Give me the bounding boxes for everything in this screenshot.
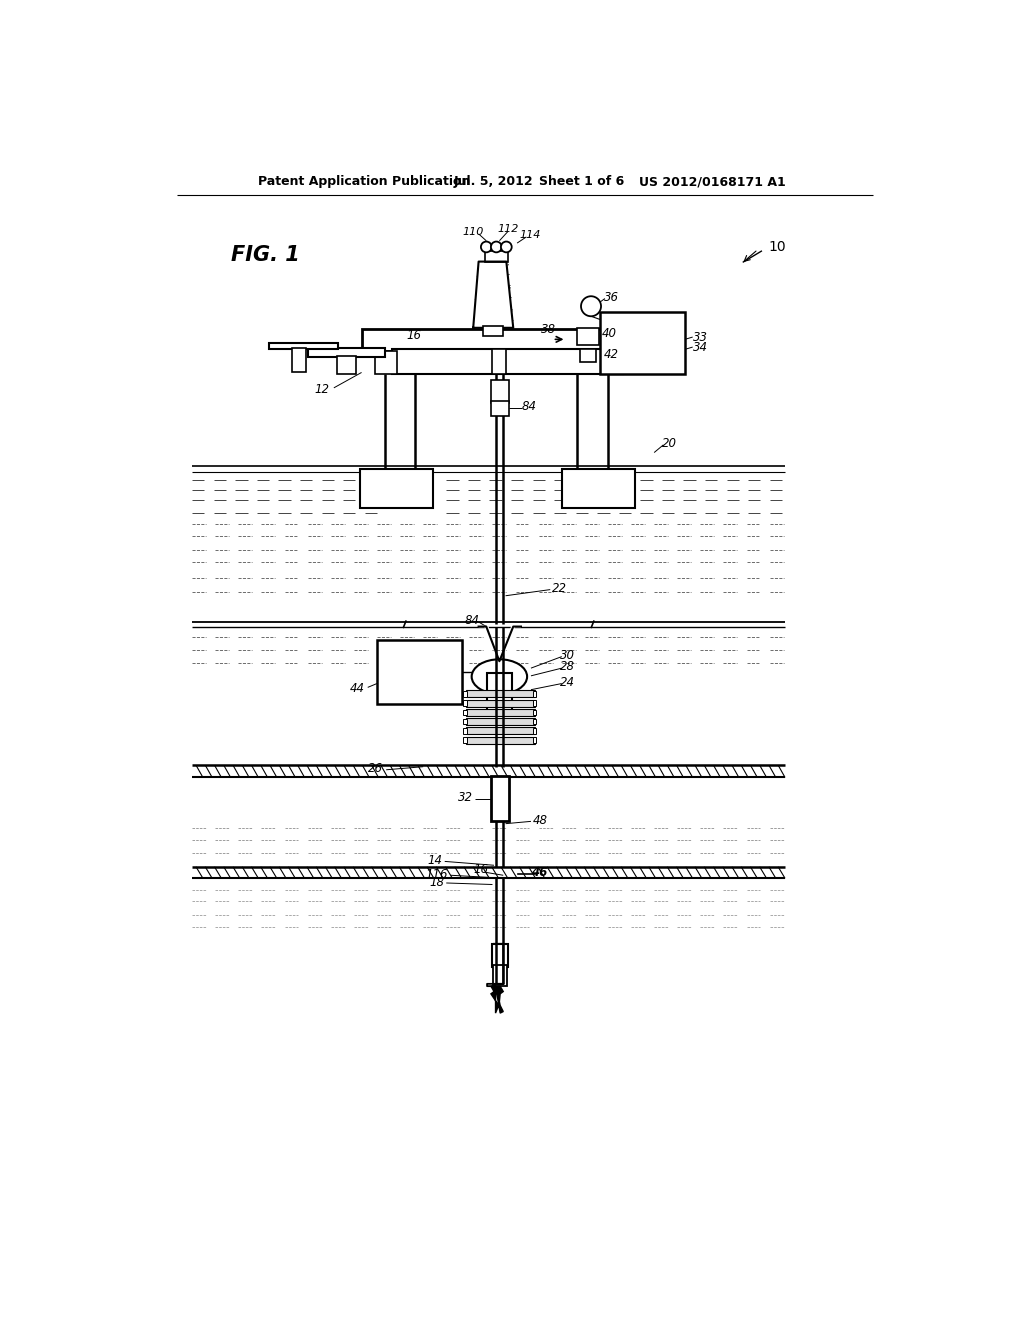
Bar [269, 343, 339, 350]
Text: 30: 30 [560, 648, 575, 661]
Text: 36: 36 [604, 290, 620, 304]
Bar [562, 470, 635, 508]
Text: 12: 12 [314, 383, 329, 396]
Text: 114: 114 [519, 231, 541, 240]
Text: 84: 84 [522, 400, 537, 413]
Bar [487, 673, 512, 715]
Text: 44: 44 [350, 681, 366, 694]
Bar [463, 729, 467, 734]
Bar [490, 380, 509, 404]
Bar [466, 709, 535, 715]
Text: 42: 42 [603, 348, 618, 362]
Polygon shape [490, 986, 503, 1014]
Bar [361, 330, 670, 351]
Text: 46: 46 [530, 866, 547, 879]
Text: 116: 116 [426, 869, 449, 880]
Text: 22: 22 [552, 582, 567, 594]
Bar [292, 348, 306, 372]
Bar [483, 326, 503, 335]
Bar [532, 729, 537, 734]
Bar [463, 701, 467, 706]
Bar [600, 313, 685, 374]
Text: 34: 34 [693, 341, 708, 354]
Bar [581, 348, 596, 363]
Text: 24: 24 [560, 676, 575, 689]
Bar [532, 701, 537, 706]
Text: 26: 26 [368, 762, 383, 775]
Bar [463, 719, 467, 725]
Bar [494, 965, 507, 986]
Text: 18: 18 [429, 875, 444, 888]
Polygon shape [478, 627, 521, 663]
Circle shape [501, 242, 512, 252]
Text: 112: 112 [498, 224, 518, 234]
Bar [532, 692, 537, 697]
Bar [376, 351, 397, 374]
Bar [493, 944, 508, 966]
Bar [466, 727, 535, 734]
Text: 14: 14 [427, 854, 442, 867]
Bar [484, 251, 508, 261]
Polygon shape [473, 261, 513, 327]
Text: 38: 38 [541, 323, 556, 335]
Text: 20: 20 [663, 437, 677, 450]
Text: US 2012/0168171 A1: US 2012/0168171 A1 [639, 176, 785, 187]
Text: 16: 16 [473, 863, 488, 876]
Bar [337, 355, 356, 374]
Circle shape [490, 242, 502, 252]
Text: 10: 10 [769, 240, 786, 253]
Bar [377, 640, 462, 704]
Text: Patent Application Publication: Patent Application Publication [258, 176, 470, 187]
Text: 28: 28 [560, 660, 575, 673]
Circle shape [481, 242, 492, 252]
Bar [463, 738, 467, 743]
Text: 40: 40 [602, 327, 617, 341]
Bar [532, 738, 537, 743]
Bar [392, 350, 624, 374]
Bar [532, 719, 537, 725]
Text: 110: 110 [463, 227, 484, 236]
Bar [466, 690, 535, 697]
Bar [578, 327, 599, 345]
Text: Sheet 1 of 6: Sheet 1 of 6 [539, 176, 624, 187]
Ellipse shape [472, 659, 527, 694]
Bar [463, 692, 467, 697]
Bar [307, 348, 385, 358]
Bar [490, 776, 509, 821]
Bar [466, 737, 535, 743]
Circle shape [581, 296, 601, 317]
Text: 16: 16 [407, 329, 422, 342]
Bar [360, 470, 433, 508]
Text: 48: 48 [532, 814, 548, 828]
Bar [463, 710, 467, 715]
Text: FIG. 1: FIG. 1 [231, 244, 300, 264]
Bar [490, 401, 509, 416]
Bar [493, 350, 506, 374]
Text: 84: 84 [464, 614, 479, 627]
Bar [532, 710, 537, 715]
Text: Jul. 5, 2012: Jul. 5, 2012 [454, 176, 534, 187]
Bar [466, 718, 535, 725]
Text: 32: 32 [458, 791, 473, 804]
Bar [466, 700, 535, 706]
Text: 33: 33 [693, 330, 708, 343]
